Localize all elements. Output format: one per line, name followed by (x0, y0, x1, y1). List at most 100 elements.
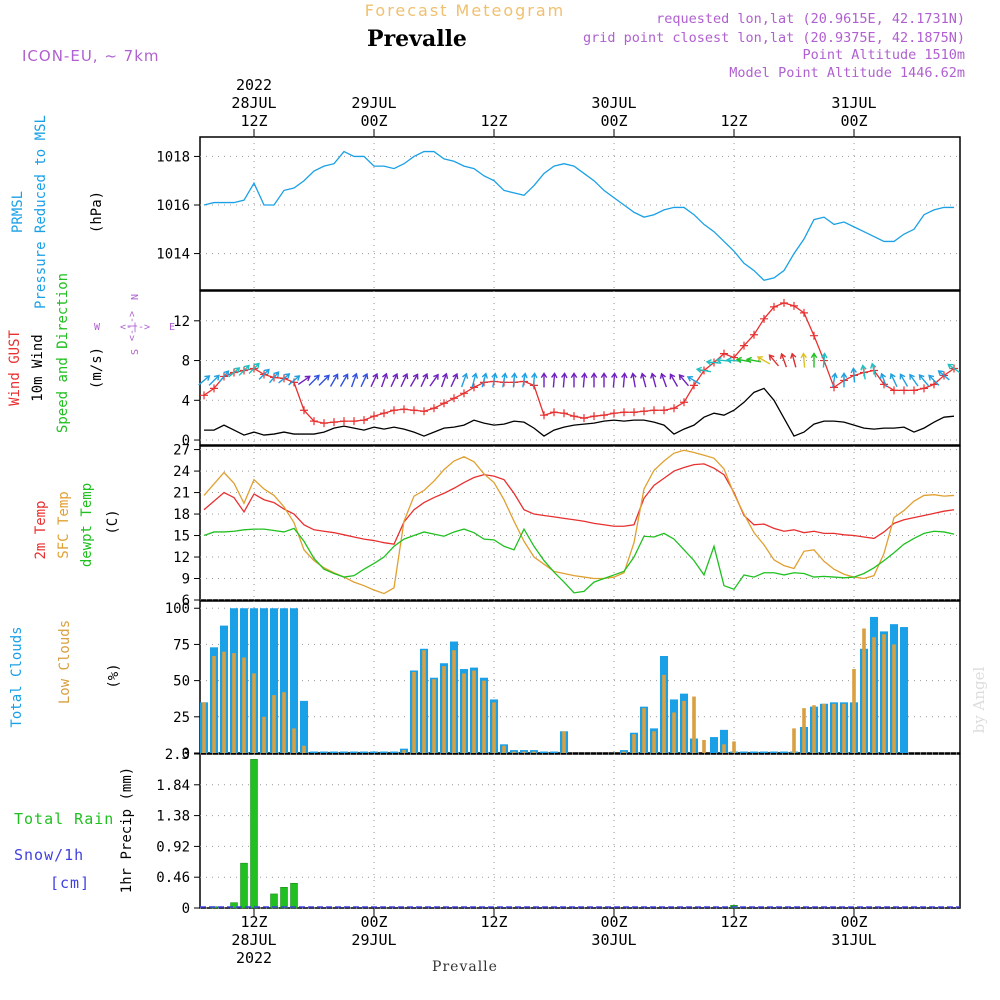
wind-arrow-shaft (768, 354, 780, 367)
low-cloud-bar (502, 745, 506, 753)
wind-arrow-shaft (780, 353, 788, 368)
rain-bar (240, 862, 248, 909)
gust-marker (390, 406, 398, 415)
gust-marker (660, 406, 668, 415)
low-cloud-bar (292, 728, 296, 753)
wind-direction-arrow (268, 371, 280, 384)
y-tick-label: 25 (173, 710, 190, 726)
wind-arrow-head (204, 375, 211, 381)
wind-arrow-shaft (502, 373, 506, 388)
wind-arrow-head (590, 372, 598, 379)
gust-marker (750, 330, 758, 339)
wind-arrow-shaft (832, 373, 836, 388)
bottom-time-label: 2022 (236, 949, 272, 967)
wind-arrow-shaft (746, 358, 762, 363)
total-cloud-bar (750, 751, 758, 753)
total-cloud-bar (360, 751, 368, 753)
low-cloud-bar (522, 751, 526, 753)
wind-arrow-shaft (562, 373, 566, 388)
gust-marker (600, 411, 608, 420)
total-cloud-bar (320, 751, 328, 753)
low-cloud-bar (722, 744, 726, 753)
wind-direction-arrow (581, 372, 588, 388)
wind-direction-arrow (278, 373, 291, 384)
wind-arrow-head (323, 374, 330, 381)
wind-arrow-head (392, 372, 399, 380)
gust-marker (570, 412, 578, 421)
y-tick-label: 1018 (156, 149, 190, 165)
low-cloud-bar (652, 731, 656, 753)
wind-direction-arrow (659, 372, 668, 388)
gust-marker (740, 341, 748, 350)
total-cloud-bar (290, 608, 298, 753)
wind-arrow-shaft (899, 374, 909, 387)
wind-arrow-head (889, 372, 896, 380)
gust-marker (830, 383, 838, 392)
low-cloud-bar (802, 708, 806, 753)
wind-direction-arrow (899, 373, 909, 387)
wind-direction-arrow (360, 372, 369, 388)
top-time-label: 00Z (600, 112, 627, 130)
top-time-label: 30JUL (591, 94, 636, 112)
top-time-label: 29JUL (351, 94, 396, 112)
bottom-time-label: 12Z (480, 913, 507, 931)
y-tick-label: 21 (173, 486, 190, 502)
wind-direction-arrow (551, 372, 558, 388)
wind-direction-arrow (800, 352, 807, 368)
total-cloud-bar (900, 627, 908, 753)
wind-arrow-head (234, 367, 241, 373)
temperature-panel: 2m Temp SFC Temp dewpt Temp (C) 6 9 12 15 18… (33, 443, 961, 609)
wind-direction-arrow (669, 373, 679, 387)
top-time-label: 12Z (240, 112, 267, 130)
low-cloud-bar (492, 702, 496, 753)
low-cloud-bar (282, 692, 286, 753)
gust-marker (760, 314, 768, 323)
gust-marker (360, 416, 368, 425)
wind-panel: Wind GUST 10m Wind Speed and Direction (… (7, 273, 961, 449)
wind-direction-arrow (695, 366, 712, 374)
pressure-ylabel-1: PRMSL (10, 191, 26, 233)
wind-arrow-head (725, 357, 732, 364)
wind-direction-arrow (810, 352, 818, 368)
wind-arrow-head (372, 372, 379, 380)
wind-direction-arrow (570, 372, 578, 388)
rain-bar (250, 759, 258, 909)
wind-arrow-head (342, 373, 349, 380)
wind-direction-arrow (471, 372, 478, 388)
low-cloud-bar (212, 656, 216, 753)
wind-direction-arrow (297, 375, 311, 386)
wind-arrow-head (745, 356, 752, 364)
wind-direction-arrow (630, 372, 637, 388)
sfc-temp-ylabel: SFC Temp (56, 491, 72, 558)
wind-arrow-shaft (852, 368, 856, 383)
top-time-label: 12Z (720, 112, 747, 130)
wind-arrow-head (481, 372, 488, 379)
precip-ylabel: 1hr Precip (mm) (119, 767, 135, 893)
wind-arrow-head (521, 372, 528, 379)
total-cloud-bar (710, 737, 718, 753)
low-cloud-bar (692, 696, 696, 753)
wind-direction-arrow (870, 362, 877, 378)
wind-arrow-shaft (928, 374, 940, 386)
y-tick-label: 27 (173, 443, 190, 459)
gust-marker (310, 417, 318, 426)
wind-arrow-shaft (641, 373, 647, 388)
low-cloud-bar (702, 739, 706, 753)
wind-direction-arrow (288, 375, 301, 386)
direction-ylabel: Speed and Direction (55, 273, 71, 433)
y-tick-label: 100 (165, 601, 190, 617)
wind-direction-arrow (879, 372, 888, 388)
y-tick-label: 4 (182, 393, 190, 409)
wind-direction-arrow (840, 372, 848, 388)
y-tick-label: 0.46 (156, 870, 190, 886)
wind-arrow-head (284, 373, 291, 379)
wind-arrow-shaft (522, 373, 526, 388)
wind-direction-arrow (198, 375, 211, 386)
wind-arrow-head (442, 372, 449, 379)
low-cloud-bar (272, 695, 276, 753)
gust-marker (780, 298, 788, 307)
series-line (203, 527, 955, 594)
low-cloud-bar (672, 712, 676, 753)
wind-arrow-shaft (512, 373, 516, 388)
wind-arrow-head (790, 352, 797, 359)
